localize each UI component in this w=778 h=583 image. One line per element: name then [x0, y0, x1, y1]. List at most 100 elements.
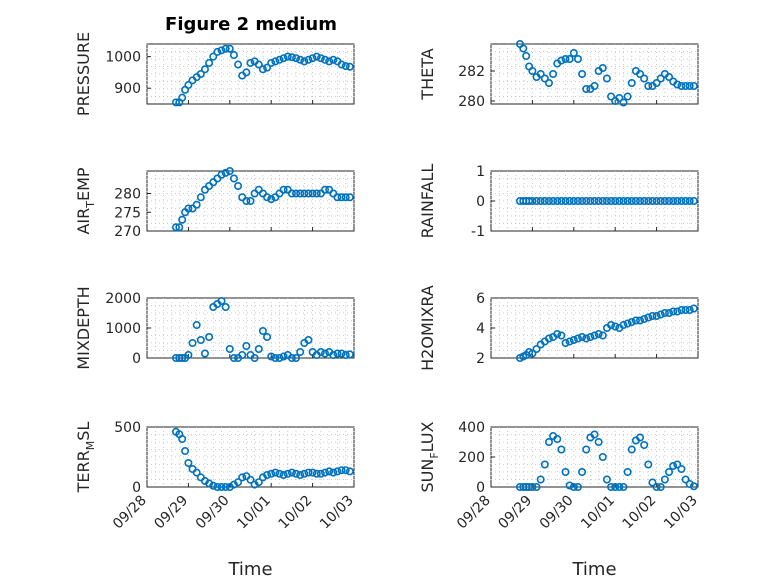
data-point [677, 464, 686, 473]
y-axis-label: MIXDEPTH [74, 286, 93, 369]
data-point [263, 193, 272, 202]
data-point [312, 469, 321, 478]
data-point [677, 197, 686, 206]
data-point [242, 68, 251, 77]
x-tick-label: 10/02 [276, 493, 316, 533]
data-point [685, 82, 694, 91]
data-point [209, 481, 218, 490]
data-point [316, 469, 325, 478]
data-point [229, 174, 238, 183]
data-point [329, 55, 338, 64]
y-tick-label: 0 [476, 194, 485, 210]
data-point [287, 353, 296, 362]
data-point [623, 197, 632, 206]
data-point [254, 344, 263, 353]
data-point [578, 197, 587, 206]
data-point [673, 460, 682, 469]
data-point [292, 189, 301, 198]
data-point [660, 197, 669, 206]
data-point [689, 197, 698, 206]
data-point [644, 82, 653, 91]
data-point [300, 189, 309, 198]
data-point [329, 468, 338, 477]
data-point [225, 167, 234, 176]
data-point [677, 305, 686, 314]
data-point [263, 470, 272, 479]
data-point [300, 57, 309, 66]
data-point [619, 98, 628, 107]
data-point [544, 197, 553, 206]
y-tick-label: 200 [458, 450, 485, 466]
data-point [652, 482, 661, 491]
data-point [221, 302, 230, 311]
data-point [258, 65, 267, 74]
x-tick-label: 10/02 [620, 493, 660, 533]
y-axis-label: RAINFALL [418, 164, 437, 239]
data-point [321, 349, 330, 358]
data-point [660, 475, 669, 484]
data-point [689, 82, 698, 91]
data-point [175, 223, 184, 232]
data-point [178, 93, 187, 102]
y-tick-label: 400 [458, 420, 485, 436]
data-point [627, 79, 636, 88]
data-point [652, 197, 661, 206]
data-point [300, 469, 309, 478]
data-point [644, 313, 653, 322]
data-point [569, 48, 578, 57]
data-point [607, 320, 616, 329]
data-point [673, 80, 682, 89]
data-point [275, 353, 284, 362]
data-point [181, 446, 190, 455]
data-point [184, 81, 193, 90]
data-point [553, 329, 562, 338]
data-point [246, 197, 255, 206]
data-point [602, 197, 611, 206]
data-point [296, 189, 305, 198]
y-tick-label: 1 [476, 164, 485, 180]
data-point [522, 51, 531, 60]
data-point [184, 350, 193, 359]
data-point [337, 349, 346, 358]
data-point [681, 197, 690, 206]
x-tick-label: 10/01 [578, 493, 618, 533]
data-point [246, 475, 255, 484]
data-point [333, 193, 342, 202]
data-point [685, 305, 694, 314]
data-point [665, 197, 674, 206]
data-point [619, 197, 628, 206]
data-point [333, 467, 342, 476]
data-point [246, 58, 255, 67]
data-point [205, 58, 214, 67]
plot-area [146, 43, 355, 105]
data-point [569, 197, 578, 206]
data-point [263, 63, 272, 72]
data-point [196, 193, 205, 202]
data-point [192, 200, 201, 209]
data-point [648, 197, 657, 206]
data-point [528, 349, 537, 358]
data-point [631, 316, 640, 325]
data-point [279, 54, 288, 63]
data-point [623, 467, 632, 476]
data-point [598, 452, 607, 461]
data-point [225, 44, 234, 53]
data-point [321, 185, 330, 194]
data-point [528, 67, 537, 76]
data-point [582, 197, 591, 206]
data-point [221, 44, 230, 53]
data-point [254, 60, 263, 69]
data-point [271, 353, 280, 362]
data-point [602, 74, 611, 83]
data-point [623, 92, 632, 101]
data-point [561, 338, 570, 347]
data-point [640, 440, 649, 449]
data-point [333, 349, 342, 358]
data-point [540, 460, 549, 469]
subplot-mixdepth: 0 1000 2000 MIXDEPTH [74, 286, 355, 370]
data-point [238, 473, 247, 482]
data-point [217, 46, 226, 55]
data-point [341, 466, 350, 475]
data-point [341, 193, 350, 202]
data-point [540, 197, 549, 206]
